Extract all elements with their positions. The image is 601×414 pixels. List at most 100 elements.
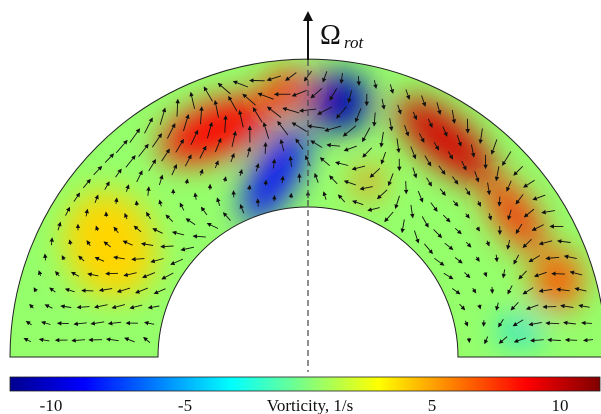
velocity-arrow [144, 320, 155, 326]
velocity-arrow [246, 146, 252, 158]
velocity-arrow [484, 336, 489, 345]
velocity-arrow [314, 172, 319, 183]
velocity-arrow [94, 256, 105, 262]
velocity-arrow [129, 304, 143, 310]
velocity-arrow [185, 218, 196, 226]
velocity-arrow [528, 255, 541, 263]
velocity-arrow [230, 152, 235, 163]
velocity-arrow [133, 225, 142, 233]
velocity-arrow [515, 223, 523, 235]
velocity-arrow [343, 180, 356, 186]
velocity-arrow [410, 204, 415, 219]
velocity-arrow [421, 95, 427, 107]
velocity-arrow [135, 287, 148, 294]
velocity-arrow [436, 102, 442, 115]
velocity-arrow [171, 230, 185, 236]
velocity-arrow [541, 209, 555, 215]
velocity-arrow [310, 140, 323, 148]
velocity-arrow [199, 168, 204, 176]
velocity-arrow [242, 93, 256, 106]
velocity-arrow [400, 219, 405, 234]
velocity-arrow [413, 230, 420, 244]
vorticity-region-left-red-top [260, 69, 310, 115]
velocity-arrow [530, 338, 544, 343]
velocity-arrow [502, 151, 512, 166]
velocity-arrow [87, 272, 99, 277]
velocity-arrow [317, 106, 333, 115]
velocity-arrow [418, 133, 425, 143]
velocity-arrow [147, 305, 160, 310]
velocity-arrow [506, 239, 511, 250]
velocity-arrow [279, 139, 285, 152]
velocity-arrow [485, 240, 490, 247]
velocity-arrow [216, 197, 221, 206]
velocity-arrow [70, 271, 80, 277]
velocity-arrow [405, 89, 411, 100]
velocity-arrow [285, 72, 297, 81]
velocity-arrow [515, 194, 524, 205]
velocity-arrow [239, 203, 245, 214]
velocity-arrow [160, 244, 174, 249]
velocity-arrow [193, 192, 198, 200]
velocity-arrow [231, 130, 237, 147]
velocity-arrow [232, 80, 249, 88]
velocity-arrow [152, 133, 163, 148]
velocity-arrow [513, 165, 524, 176]
velocity-arrow [153, 288, 166, 295]
velocity-arrow [238, 169, 243, 176]
velocity-arrow [161, 148, 170, 162]
velocity-arrow [388, 118, 394, 132]
velocity-arrow [68, 239, 73, 245]
velocity-arrow [583, 337, 594, 343]
velocity-arrow [547, 337, 561, 343]
velocity-arrow [417, 190, 424, 203]
rotation-subscript: rot [344, 33, 364, 52]
velocity-arrow [545, 321, 560, 326]
velocity-arrow [175, 138, 184, 153]
velocity-arrow [247, 184, 252, 191]
velocity-arrow [124, 337, 135, 343]
velocity-arrow [362, 127, 371, 143]
velocity-arrow [222, 212, 231, 221]
velocity-arrow [465, 241, 472, 248]
velocity-arrow [199, 145, 207, 159]
colorbar-tick-5: 5 [428, 396, 437, 414]
velocity-arrow [513, 254, 520, 265]
velocity-arrow [271, 158, 277, 169]
velocity-arrow [512, 319, 524, 327]
velocity-arrow [116, 287, 131, 293]
velocity-arrow [213, 100, 219, 118]
vorticity-region-left-yellow [63, 191, 157, 299]
velocity-arrow [362, 147, 373, 158]
velocity-arrow [461, 160, 467, 171]
velocity-arrow [98, 287, 113, 293]
velocity-arrow [134, 200, 140, 206]
velocity-arrow [470, 144, 476, 158]
velocity-arrow [560, 303, 574, 309]
velocity-arrow [280, 175, 285, 184]
velocity-arrow [140, 241, 154, 247]
velocity-arrow [433, 141, 440, 151]
velocity-arrow [522, 238, 532, 249]
velocity-arrow [389, 84, 395, 94]
velocity-arrow [190, 129, 199, 145]
velocity-arrow [295, 138, 304, 150]
velocity-arrow [497, 196, 502, 207]
velocity-arrow [29, 303, 34, 309]
velocity-arrow [404, 125, 410, 137]
velocity-arrow [421, 216, 429, 228]
velocity-arrow [171, 163, 178, 176]
velocity-arrow [73, 192, 81, 202]
velocity-arrow [379, 131, 384, 148]
velocity-arrow [498, 318, 504, 328]
velocity-arrow [478, 128, 483, 144]
velocity-arrow [354, 108, 362, 123]
colorbar-tick-10: 10 [552, 396, 569, 414]
velocity-arrow [394, 195, 400, 210]
velocity-arrow [452, 288, 461, 295]
velocity-arrow [563, 254, 577, 260]
velocity-arrow [475, 226, 480, 232]
velocity-arrow [376, 189, 388, 200]
velocity-arrow [442, 126, 448, 137]
velocity-arrow [581, 320, 592, 326]
